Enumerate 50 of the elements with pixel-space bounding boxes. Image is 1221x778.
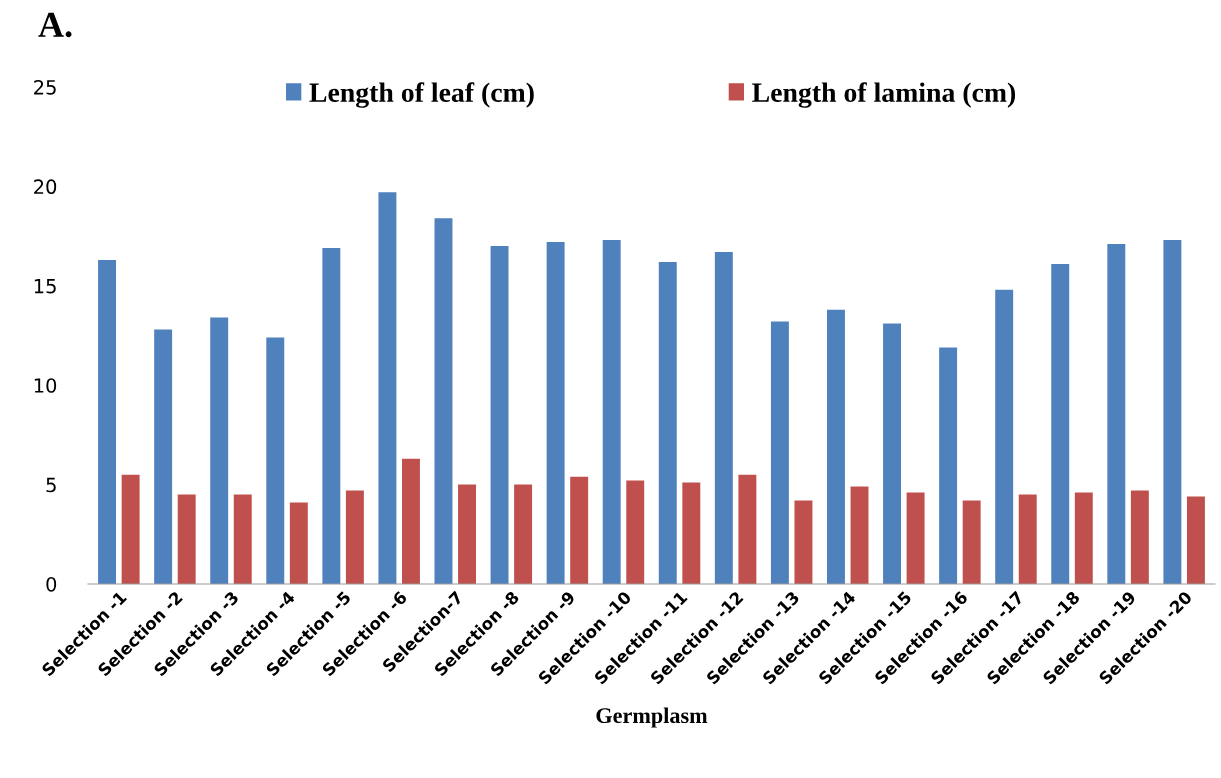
bar	[434, 218, 453, 584]
legend-label: Length of lamina (cm)	[752, 82, 1016, 108]
bar	[458, 484, 476, 584]
bar	[1051, 263, 1070, 584]
bar	[210, 317, 229, 584]
legend-label: Length of leaf (cm)	[309, 82, 534, 108]
bar	[962, 500, 981, 584]
bar	[626, 480, 645, 584]
bar	[682, 482, 701, 584]
bar	[233, 494, 252, 584]
bar	[345, 490, 364, 584]
bar	[289, 502, 308, 584]
bar	[378, 192, 397, 584]
bar	[177, 494, 196, 584]
y-tick-label: 25	[34, 79, 56, 95]
chart-title: A.	[38, 12, 72, 38]
y-tick-label: 0	[46, 576, 57, 592]
bar	[850, 486, 869, 584]
bar	[827, 309, 845, 584]
bar	[602, 240, 621, 584]
y-tick-label: 5	[46, 477, 56, 493]
bar	[98, 259, 117, 584]
bar	[570, 476, 589, 584]
bar	[770, 321, 789, 584]
bar	[154, 329, 173, 584]
bar	[995, 289, 1014, 584]
bar	[266, 337, 285, 584]
bar	[1163, 240, 1182, 584]
bar	[322, 248, 341, 584]
bar	[1130, 490, 1149, 584]
bar	[401, 458, 420, 584]
bar	[658, 261, 677, 584]
bar	[714, 252, 733, 584]
y-tick-label: 20	[34, 179, 57, 195]
bar	[906, 492, 925, 584]
bar	[939, 347, 958, 584]
bar	[1107, 244, 1126, 584]
bar	[1074, 492, 1093, 584]
bar	[1018, 494, 1037, 584]
bar	[794, 500, 813, 584]
bar	[1186, 496, 1205, 584]
bar	[546, 242, 565, 584]
bar	[490, 246, 509, 584]
bar	[121, 474, 140, 584]
bar	[514, 484, 533, 584]
bar	[738, 474, 757, 584]
y-tick-label: 15	[34, 279, 56, 294]
x-axis-title: Germplasm	[596, 707, 708, 728]
bar	[883, 323, 902, 584]
y-tick-label: 10	[34, 378, 57, 393]
